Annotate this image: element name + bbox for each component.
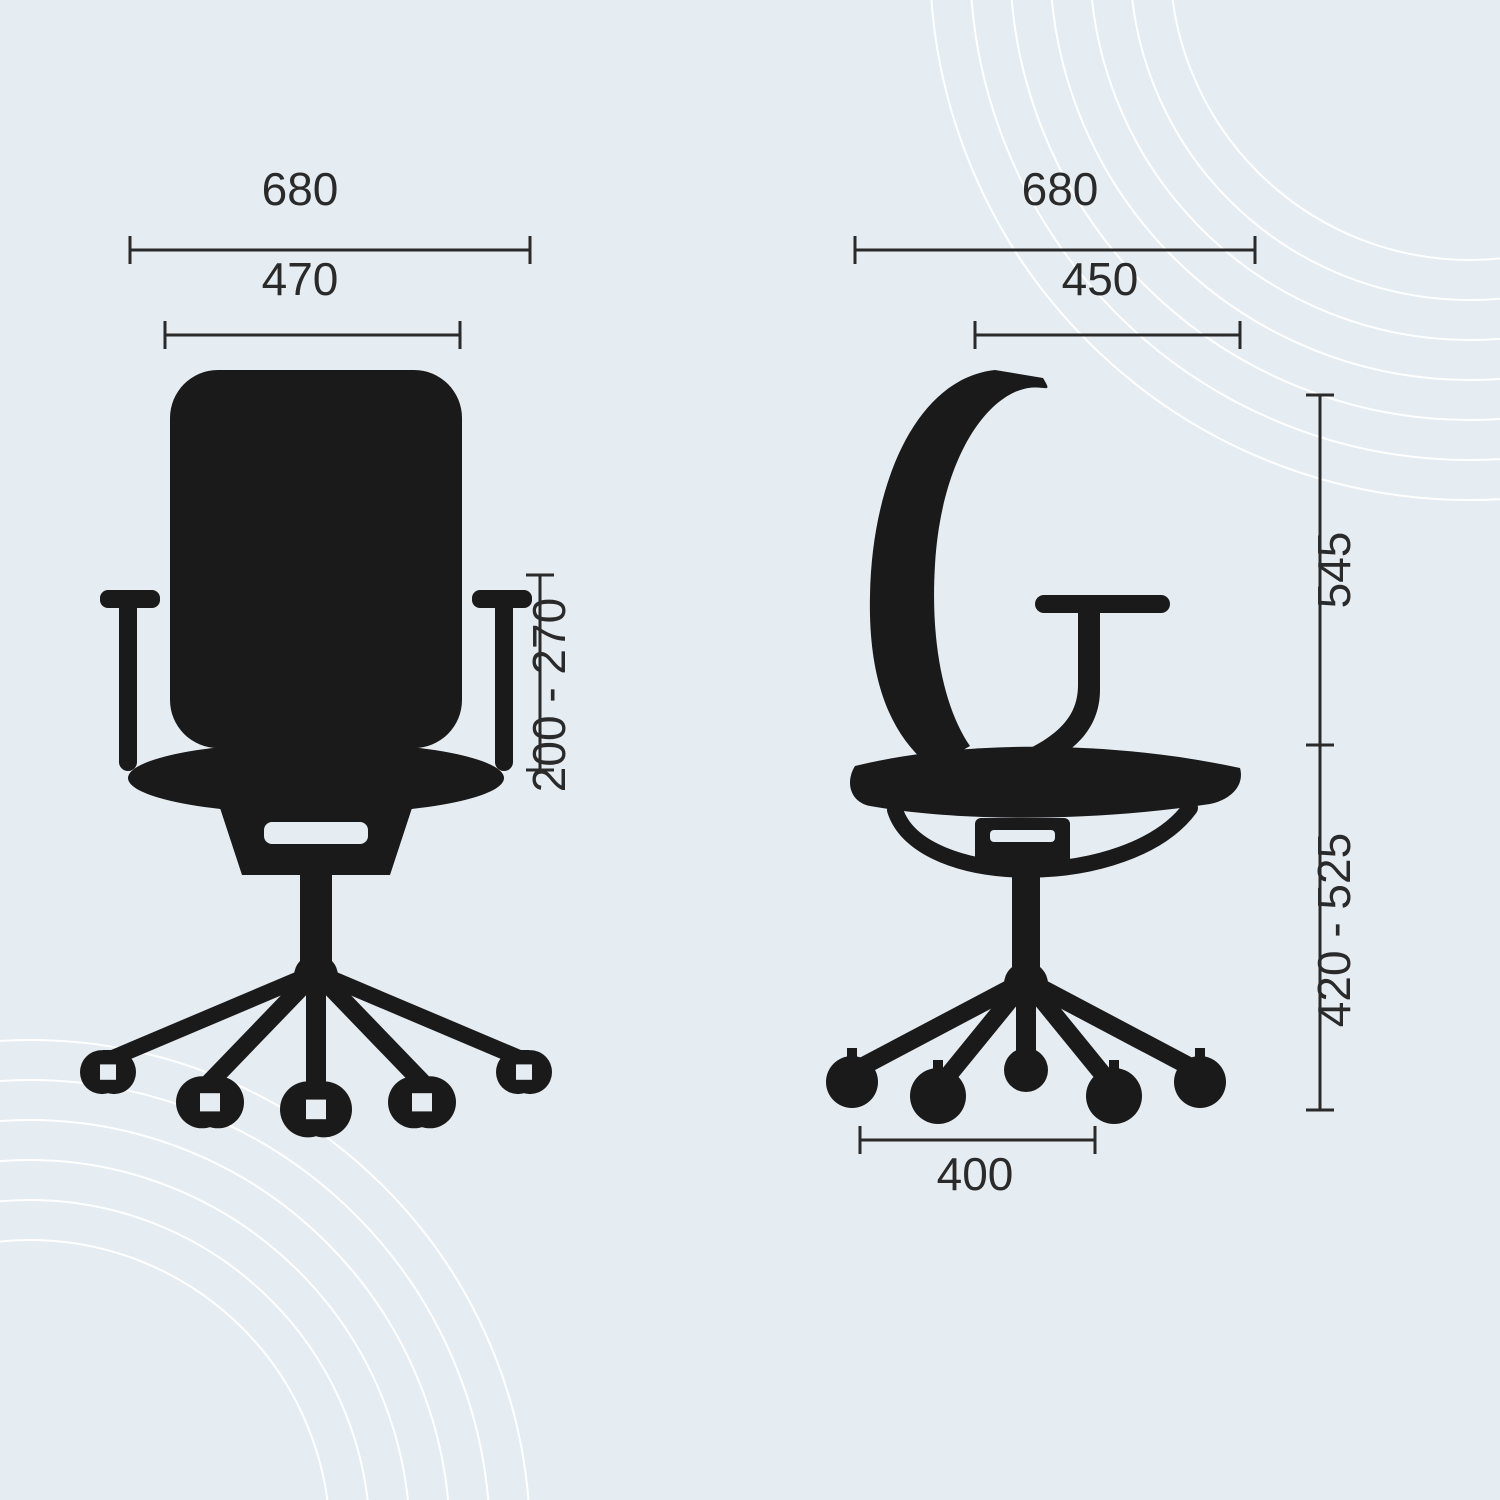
dim-front-armrest-height-label: 200 - 270	[523, 598, 575, 792]
dim-front-total-width-label: 680	[262, 163, 339, 215]
dim-side-seat-width-label: 400	[937, 1148, 1014, 1200]
dim-side-seat-depth: 450	[975, 253, 1240, 349]
dim-side-back-height-label: 545	[1308, 532, 1360, 609]
chair-front-view	[80, 370, 552, 1137]
dim-side-total-width: 680	[855, 163, 1255, 264]
dim-side-back-height: 545	[1306, 395, 1360, 745]
chair-side-view	[826, 370, 1241, 1124]
dim-side-seat-height-label: 420 - 525	[1308, 833, 1360, 1027]
dim-side-seat-width: 400	[860, 1126, 1095, 1200]
dim-front-back-width: 470	[165, 253, 460, 349]
dim-side-seat-height: 420 - 525	[1306, 745, 1360, 1110]
dim-front-back-width-label: 470	[262, 253, 339, 305]
dim-front-armrest-height: 200 - 270	[523, 575, 575, 792]
dim-side-seat-depth-label: 450	[1062, 253, 1139, 305]
dim-side-total-width-label: 680	[1022, 163, 1099, 215]
dim-front-total-width: 680	[130, 163, 530, 264]
chair-dimensions-diagram: 680 470 200 - 270 680 450 545 420 - 525 400	[0, 0, 1500, 1500]
